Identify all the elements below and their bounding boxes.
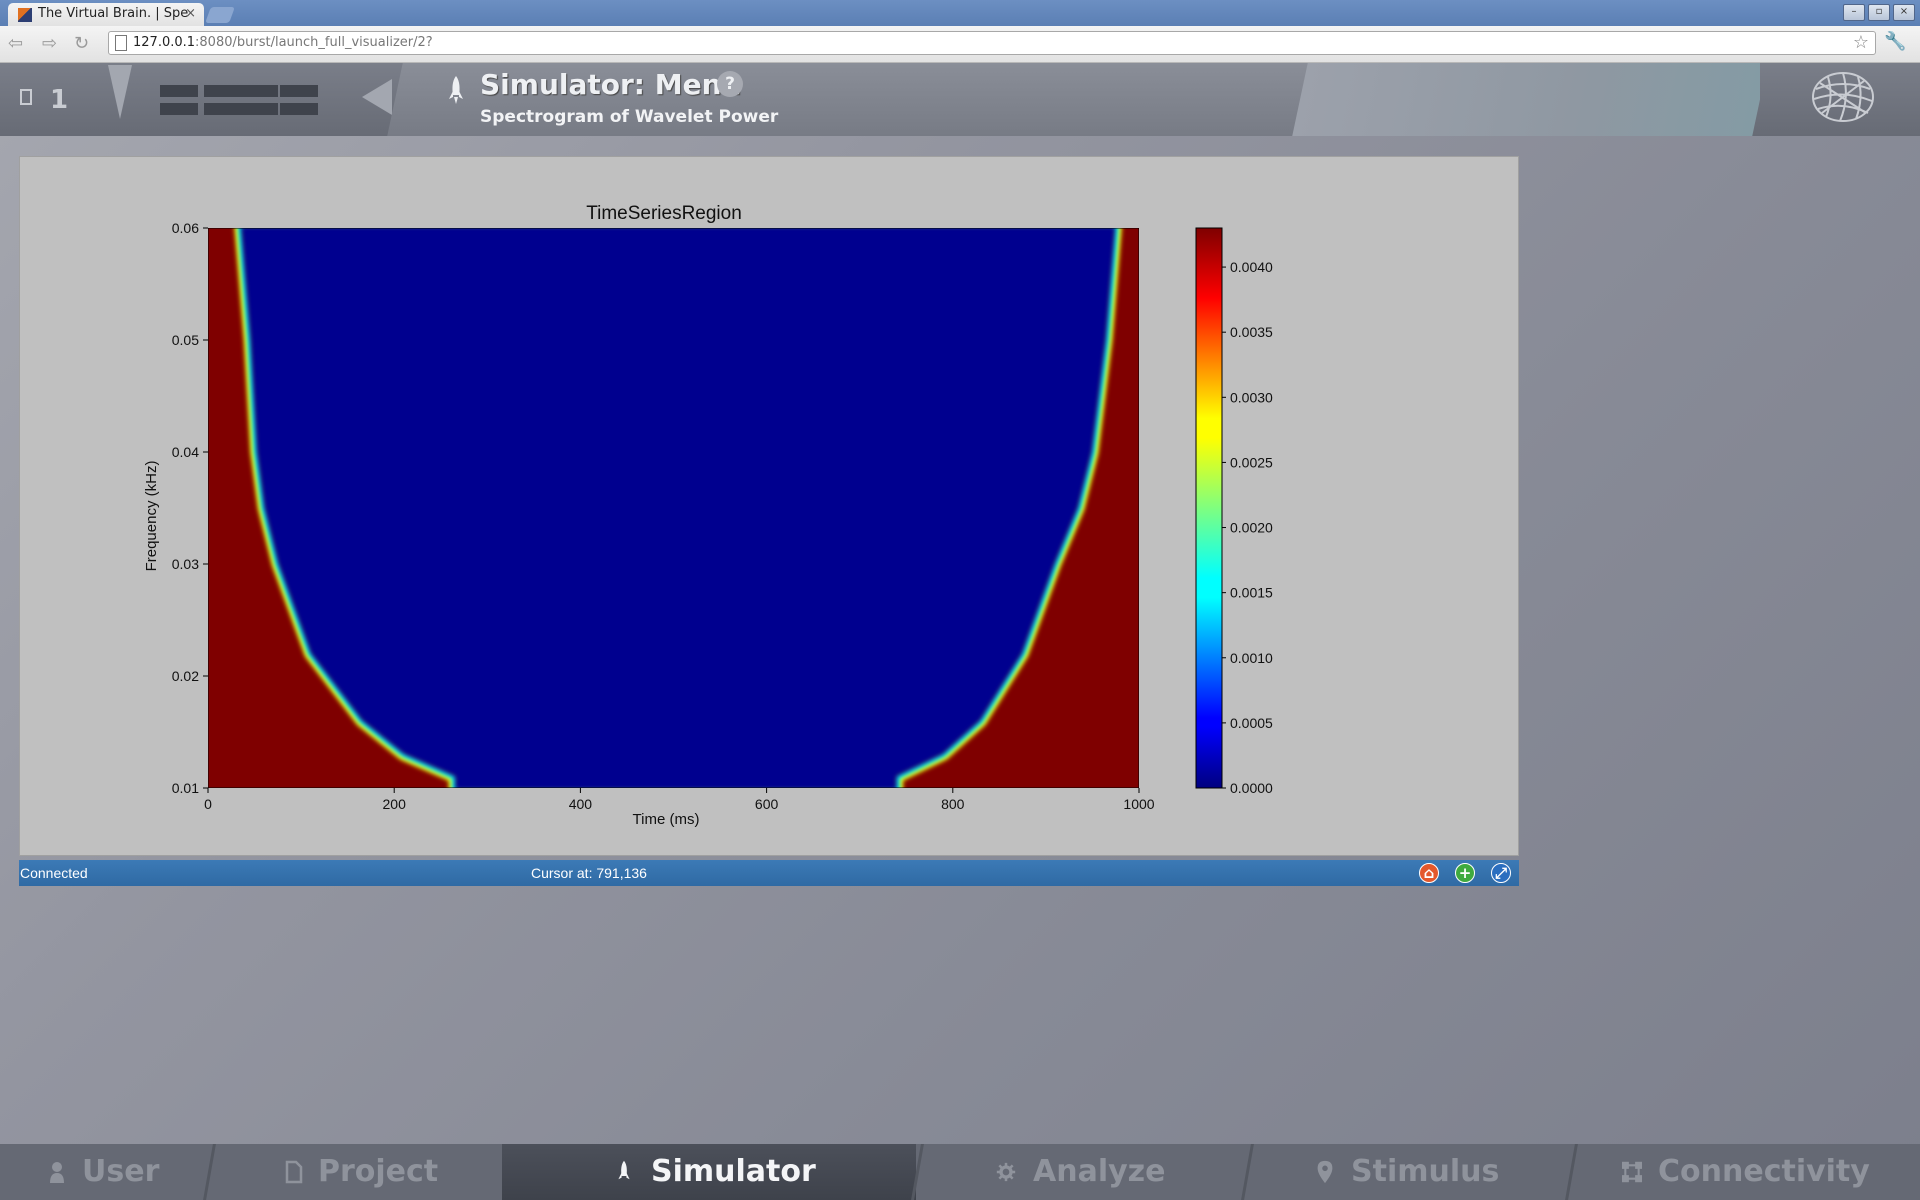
colorbar-tick-label: 0.0015 [1230,585,1273,601]
x-tick-label: 400 [569,796,593,812]
document-icon [285,1160,303,1184]
page-subtitle: Spectrogram of Wavelet Power [480,107,779,127]
url-path: :8080/burst/launch_full_visualizer/2? [195,35,433,50]
cursor-readout: Cursor at: 791,136 [531,865,647,881]
colorbar: 0.0000 0.0005 0.0010 0.0015 0.0020 0.0025 0.00… [1195,227,1273,796]
reload-icon[interactable]: ↻ [74,33,90,54]
page-title: Simulator: Menu [480,68,742,101]
address-bar[interactable]: 127.0.0.1:8080/burst/launch_full_visuali… [108,31,1876,55]
nav-tab-connectivity[interactable]: Connectivity [1574,1144,1920,1200]
network-icon [1622,1161,1642,1183]
colorbar-tick-label: 0.0010 [1230,650,1273,666]
user-icon [50,1162,64,1183]
status-bar: Connected Cursor at: 791,136 ⌂ + ⤢ [19,860,1519,886]
title-panel [410,63,1330,136]
restore-button[interactable]: ▫ [1868,4,1890,21]
nav-tab-label: User [82,1154,160,1189]
colorbar-gradient [1195,227,1223,789]
close-window-button[interactable]: × [1893,4,1915,21]
tvb-favicon-icon [18,8,32,22]
y-tick-label: 0.01 [172,780,199,796]
nav-tab-project[interactable]: Project [212,1144,502,1200]
colorbar-tick-label: 0.0000 [1230,780,1273,796]
header-right-panel [1292,63,1768,136]
x-tick-label: 1000 [1123,796,1154,812]
pin-icon [1317,1160,1333,1184]
fullscreen-icon[interactable]: ⤢ [1491,863,1511,883]
colorbar-tick-label: 0.0025 [1230,454,1273,470]
chart-title: TimeSeriesRegion [586,203,742,224]
colorbar-tick-label: 0.0040 [1230,259,1273,275]
heatmap-plot-area[interactable] [208,226,1139,790]
rocket-icon [618,1160,630,1180]
y-tick-label: 0.06 [172,220,199,236]
visualizer-panel: TimeSeriesRegion 0 200 400 600 800 1000 0.01 0… [19,156,1519,856]
x-tick-label: 0 [204,796,212,812]
x-tick-label: 200 [383,796,407,812]
gear-icon [996,1162,1016,1182]
back-icon[interactable]: ⇦ [8,33,24,54]
brain-logo-icon[interactable] [1810,69,1876,125]
help-icon[interactable]: ? [717,71,743,97]
colorbar-tick-label: 0.0035 [1230,324,1273,340]
heatmap-boundary-cool [237,228,1119,788]
colorbar-tick-label: 0.0030 [1230,389,1273,405]
colorbar-tick-label: 0.0005 [1230,715,1273,731]
nav-tab-simulator[interactable]: Simulator [502,1144,916,1200]
page-icon [115,35,127,51]
nav-tab-user[interactable]: User [0,1144,208,1200]
tab-title: The Virtual Brain. | Spe [38,6,189,21]
y-tick-label: 0.05 [172,332,199,348]
x-axis: 0 200 400 600 800 1000 [204,788,1155,812]
y-tick-label: 0.03 [172,556,199,572]
connection-status: Connected [20,865,88,881]
spectrogram-chart[interactable]: TimeSeriesRegion 0 200 400 600 800 1000 0.010… [20,157,1520,857]
wrench-icon[interactable]: 🔧 [1884,31,1907,52]
project-dropdown-icon[interactable] [108,65,132,119]
url-text: 127.0.0.1:8080/burst/launch_full_visuali… [133,35,433,50]
x-tick-label: 800 [941,796,965,812]
back-to-simulator-icon[interactable] [362,79,392,115]
app-header: 1 Simulator: Menu ? Spectrogram of Wavel… [0,63,1920,136]
browser-toolbar: ⇦ ⇨ ↻ 127.0.0.1:8080/burst/launch_full_v… [0,26,1920,63]
nav-tab-label: Simulator [651,1154,816,1189]
url-host: 127.0.0.1 [133,35,196,50]
nav-tab-stimulus[interactable]: Stimulus [1250,1144,1570,1200]
nav-tab-label: Analyze [1033,1154,1166,1189]
x-axis-label: Time (ms) [633,811,700,828]
nav-tab-label: Stimulus [1351,1154,1500,1189]
home-view-icon[interactable]: ⌂ [1419,863,1439,883]
heatmap-low-region [240,228,1116,788]
project-document-icon [20,89,32,105]
bookmark-star-icon[interactable]: ☆ [1852,32,1869,53]
y-axis-label: Frequency (kHz) [143,461,160,572]
rocket-icon [449,76,463,104]
nav-tab-analyze[interactable]: Analyze [920,1144,1246,1200]
new-tab-button[interactable] [205,7,235,23]
browser-tab[interactable]: The Virtual Brain. | Spe × [8,3,204,26]
minimize-button[interactable]: – [1843,4,1865,21]
x-tick-label: 600 [755,796,779,812]
tab-close-icon[interactable]: × [185,6,196,21]
nav-tab-label: Connectivity [1658,1154,1870,1189]
forward-icon[interactable]: ⇨ [42,33,58,54]
bottom-navigation: User Project Simulator Analyze Stimulus … [0,1144,1920,1200]
browser-tabstrip: The Virtual Brain. | Spe × – ▫ × [0,0,1920,26]
project-count[interactable]: 1 [50,85,69,115]
nav-tab-label: Project [318,1154,439,1189]
y-axis: 0.01 0.02 0.03 0.04 0.05 0.06 [172,220,208,796]
zoom-in-icon[interactable]: + [1455,863,1475,883]
colorbar-tick-label: 0.0020 [1230,520,1273,536]
y-tick-label: 0.02 [172,668,199,684]
y-tick-label: 0.04 [172,444,199,460]
